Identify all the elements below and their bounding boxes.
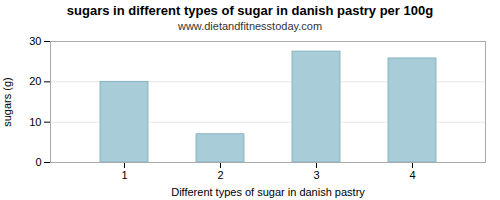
svg-text:30: 30 <box>29 35 41 47</box>
svg-text:0: 0 <box>35 156 41 168</box>
svg-text:2: 2 <box>217 169 223 181</box>
html-text:www.dietandfitnesstoday.com: www.dietandfitnesstoday.com <box>178 20 322 32</box>
svg-text:4: 4 <box>409 169 415 181</box>
svg-text:10: 10 <box>29 116 41 128</box>
html-text:sugars in different types of s: sugars in different types of sugar in da… <box>66 3 434 18</box>
svg-text:Different types of sugar in da: Different types of sugar in danish pastr… <box>171 186 365 198</box>
svg-text:1: 1 <box>121 169 127 181</box>
svg-text:sugars (g): sugars (g) <box>1 77 13 127</box>
svg-text:3: 3 <box>313 169 319 181</box>
svg-text:20: 20 <box>29 75 41 87</box>
